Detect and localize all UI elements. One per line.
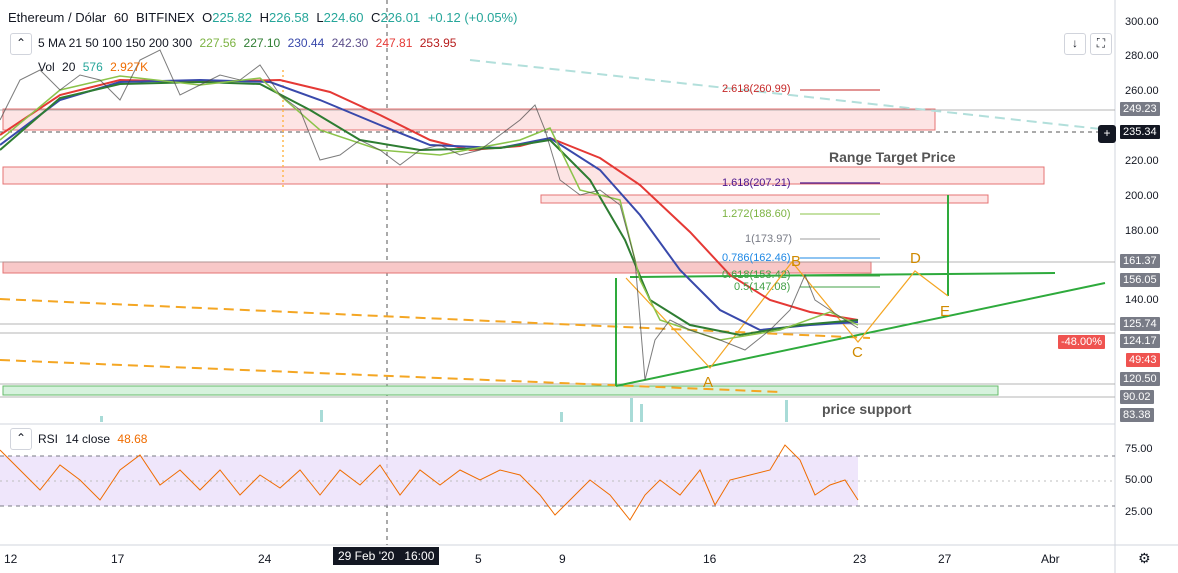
price-tick: 140.00 [1125,294,1159,306]
settings-icon[interactable]: ⚙ [1138,550,1151,566]
ohlc-close: 226.01 [380,10,421,25]
collapse-icon[interactable]: ⌃ [10,428,32,450]
fib-label: 1.618(207.21) [722,177,791,189]
time-tick: 17 [111,552,125,566]
price-tag: 125.74 [1120,317,1160,331]
price-tag: 249.23 [1120,102,1160,116]
fib-label: 2.618(260.99) [722,83,791,95]
wave-label-c: C [852,344,863,361]
fib-label: 1(173.97) [745,233,793,245]
time-tick: 5 [475,552,482,566]
ohlc-change: +0.12 (+0.05%) [427,10,518,25]
ohlc-high: 226.58 [269,10,309,25]
ma-legend-label[interactable]: 5 MA 21 50 100 150 200 300 [38,36,193,50]
fib-label: 0.618(153.42) [722,269,791,281]
fib-label: 0.786(162.46) [722,252,791,264]
price-tag: 90.02 [1120,390,1154,404]
rsi-label[interactable]: RSI [38,432,59,446]
percent-tag: -48.00% [1058,335,1105,349]
time-tick: 23 [853,552,867,566]
price-tick: 180.00 [1125,225,1159,237]
interval[interactable]: 60 [113,10,129,25]
time-tick: Abr [1041,552,1060,566]
ohlc-l-label: L [316,10,324,25]
ohlc-low: 224.60 [323,10,364,25]
wave-label-d: D [910,250,921,267]
vol-length: 20 [62,60,76,74]
price-tick: 280.00 [1125,50,1159,62]
ma-value-6: 253.95 [419,36,457,50]
ma-value-4: 242.30 [331,36,369,50]
rsi-params: 14 close [65,432,111,446]
vol-value-1: 576 [82,60,103,74]
volume-bars [100,398,788,422]
countdown-tag: 49:43 [1126,353,1160,367]
vol-value-2: 2.927K [110,60,149,74]
rsi-line [0,444,859,521]
price-tick: 220.00 [1125,155,1159,167]
ohlc-o-label: O [202,10,213,25]
time-tick: 27 [938,552,952,566]
time-crosshair-label: 29 Feb '20 16:00 [333,547,440,565]
price-tag: 156.05 [1120,273,1160,287]
time-tick: 12 [4,552,18,566]
price-tick: 260.00 [1125,85,1159,97]
ma-value-5: 247.81 [375,36,413,50]
wave-label-e: E [940,303,951,320]
ma-value-1: 227.56 [199,36,237,50]
price-tag: 124.17 [1120,334,1160,348]
price-tag: 161.37 [1120,254,1160,268]
rsi-tick: 50.00 [1125,474,1153,486]
resistance-zone [2,108,936,131]
wave-label-b: B [791,253,802,270]
time-tick: 9 [559,552,566,566]
symbol-name[interactable]: Ethereum / Dólar [8,10,107,25]
rsi-value: 48.68 [117,432,148,446]
rsi-tick: 75.00 [1125,443,1153,455]
price-tag: 120.50 [1120,372,1160,386]
fullscreen-icon[interactable]: ⛶ [1090,33,1112,55]
exchange: BITFINEX [135,10,195,25]
time-tick: 16 [703,552,717,566]
range-target-note: Range Target Price [829,149,956,165]
ma-value-3: 230.44 [287,36,325,50]
price-support-note: price support [822,401,912,417]
collapse-icon[interactable]: ⌃ [10,33,32,55]
resistance-zone [2,166,1045,185]
support-zone [2,385,999,396]
vol-legend-label[interactable]: Vol [38,60,55,74]
ohlc-c-label: C [371,10,381,25]
ma-value-2: 227.10 [243,36,281,50]
fib-label: 1.272(188.60) [722,208,791,220]
price-tick: 200.00 [1125,190,1159,202]
time-tick: 24 [258,552,272,566]
arrow-down-icon[interactable]: ↓ [1064,33,1086,55]
crosshair-price-tag: 235.34 [1120,125,1160,139]
ohlc-h-label: H [259,10,270,25]
wave-label-a: A [703,374,714,391]
rsi-tick: 25.00 [1125,506,1153,518]
crosshair-icon[interactable]: + [1098,125,1116,143]
fib-label: 0.5(147.08) [734,281,791,293]
resistance-zone [540,194,989,204]
price-tag: 83.38 [1120,408,1154,422]
price-tick: 300.00 [1125,16,1159,28]
ohlc-open: 225.82 [212,10,253,25]
